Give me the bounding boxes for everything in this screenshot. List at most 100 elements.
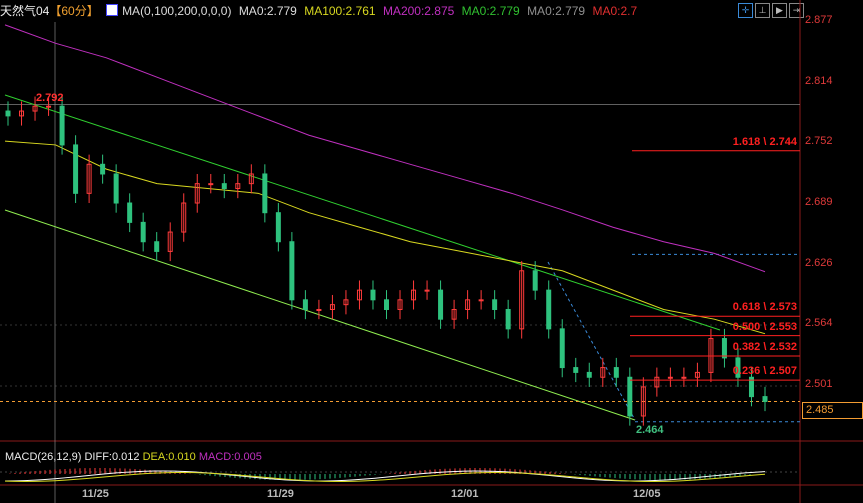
candle (451, 308, 457, 320)
period-label[interactable]: 【60分】 (49, 4, 99, 18)
high-label: 2.792 (36, 92, 64, 104)
candle (248, 173, 254, 185)
candle (492, 299, 498, 310)
macd-title: MACD(26,12,9) (5, 451, 82, 463)
candle (559, 328, 565, 369)
price-tick: 2.501 (805, 377, 833, 390)
candle (194, 183, 200, 204)
candle (370, 289, 376, 301)
candle (721, 338, 727, 359)
candle (86, 163, 92, 194)
candle (73, 144, 79, 194)
candle (694, 371, 700, 378)
candle (113, 173, 119, 204)
ma200-value: MA200:2.875 (382, 4, 455, 18)
candle (667, 376, 673, 379)
candle (32, 105, 38, 112)
candle (532, 270, 538, 291)
candle (384, 299, 389, 310)
dea-line (4, 472, 766, 483)
time-label: 12/01 (451, 488, 479, 500)
price-tick: 2.689 (805, 195, 833, 208)
indicator-icon (106, 4, 119, 16)
ma0-green-value: MA0:2.779 (461, 4, 520, 18)
fib-level-label: 1.618 \ 2.744 (732, 135, 797, 148)
candle (762, 396, 768, 402)
candle (208, 183, 214, 186)
macd-diff: DIFF:0.012 (84, 451, 140, 463)
candle (586, 371, 592, 378)
price-tick: 2.814 (805, 74, 833, 87)
crosshair-icon[interactable]: ✛ (738, 3, 753, 18)
candle (316, 308, 322, 311)
fib-level-label: 0.500 \ 2.553 (732, 320, 797, 333)
time-label: 11/25 (82, 488, 109, 500)
candle (681, 376, 687, 379)
fib-level-label: 0.618 \ 2.573 (732, 301, 797, 314)
ma200-line (4, 24, 766, 273)
exit-icon[interactable]: ⇥ (789, 3, 804, 18)
time-label: 11/29 (267, 488, 294, 500)
candle (19, 110, 25, 117)
candle (573, 367, 579, 373)
ma0-gray-value: MA0:2.779 (527, 4, 586, 18)
ma100-value: MA100:2.761 (304, 4, 376, 18)
ma0-value: MA0:2.779 (238, 4, 297, 18)
candle (221, 183, 227, 189)
chart-mode-icon[interactable]: ⊥ (755, 3, 770, 18)
ma100-line (4, 140, 766, 335)
candle (46, 105, 52, 108)
macd-dea: DEA:0.010 (142, 451, 196, 463)
ma0-red-value: MA0:2.7 (592, 4, 638, 18)
candle (654, 376, 660, 388)
candle (59, 105, 65, 146)
price-tick: 2.752 (805, 135, 833, 147)
candle (627, 376, 633, 417)
macd-value: MACD:0.005 (198, 451, 262, 463)
indicator-name[interactable]: MA(0,100,200,0,0,0) (122, 4, 232, 18)
candle (356, 289, 362, 301)
candle (748, 376, 754, 398)
current-price-label: 2.485 (802, 402, 863, 419)
candle (519, 270, 525, 330)
trendline-upper (4, 94, 721, 331)
candle (478, 299, 484, 302)
time-label: 12/05 (633, 488, 661, 500)
macd-header: MACD(26,12,9) DIFF:0.012 DEA:0.010 MACD:… (5, 451, 262, 463)
price-tick: 2.877 (805, 14, 833, 26)
candle (127, 202, 133, 223)
fib-level-label: 0.236 \ 2.507 (732, 365, 797, 378)
candle (235, 183, 241, 189)
candle (181, 202, 187, 233)
candle (289, 241, 295, 301)
trendline-lower (4, 209, 636, 421)
candle (100, 163, 106, 175)
candle (438, 289, 444, 320)
fib-level-label: 0.382 \ 2.532 (732, 340, 797, 353)
candle (735, 357, 741, 378)
candle (465, 299, 471, 310)
candle (600, 367, 606, 378)
price-tick: 2.626 (805, 256, 833, 269)
candle (505, 308, 511, 330)
candle (397, 299, 403, 310)
candle (329, 304, 335, 310)
candle (154, 241, 160, 252)
candle (546, 289, 552, 330)
fib-guide-line (547, 261, 636, 421)
candle (343, 299, 349, 306)
candle (613, 367, 619, 378)
candle (424, 289, 430, 292)
candle (5, 110, 11, 117)
price-tick: 2.564 (805, 316, 833, 329)
chart-header: 天然气04【60分】 MA(0,100,200,0,0,0) MA0:2.779… (0, 0, 863, 22)
candle (140, 221, 146, 243)
candle (167, 231, 173, 252)
low-label: 2.464 (636, 424, 664, 436)
candle (262, 173, 268, 214)
candle (411, 289, 417, 301)
candle (302, 299, 308, 310)
candle (275, 212, 281, 243)
play-icon[interactable]: ▶ (772, 3, 787, 18)
